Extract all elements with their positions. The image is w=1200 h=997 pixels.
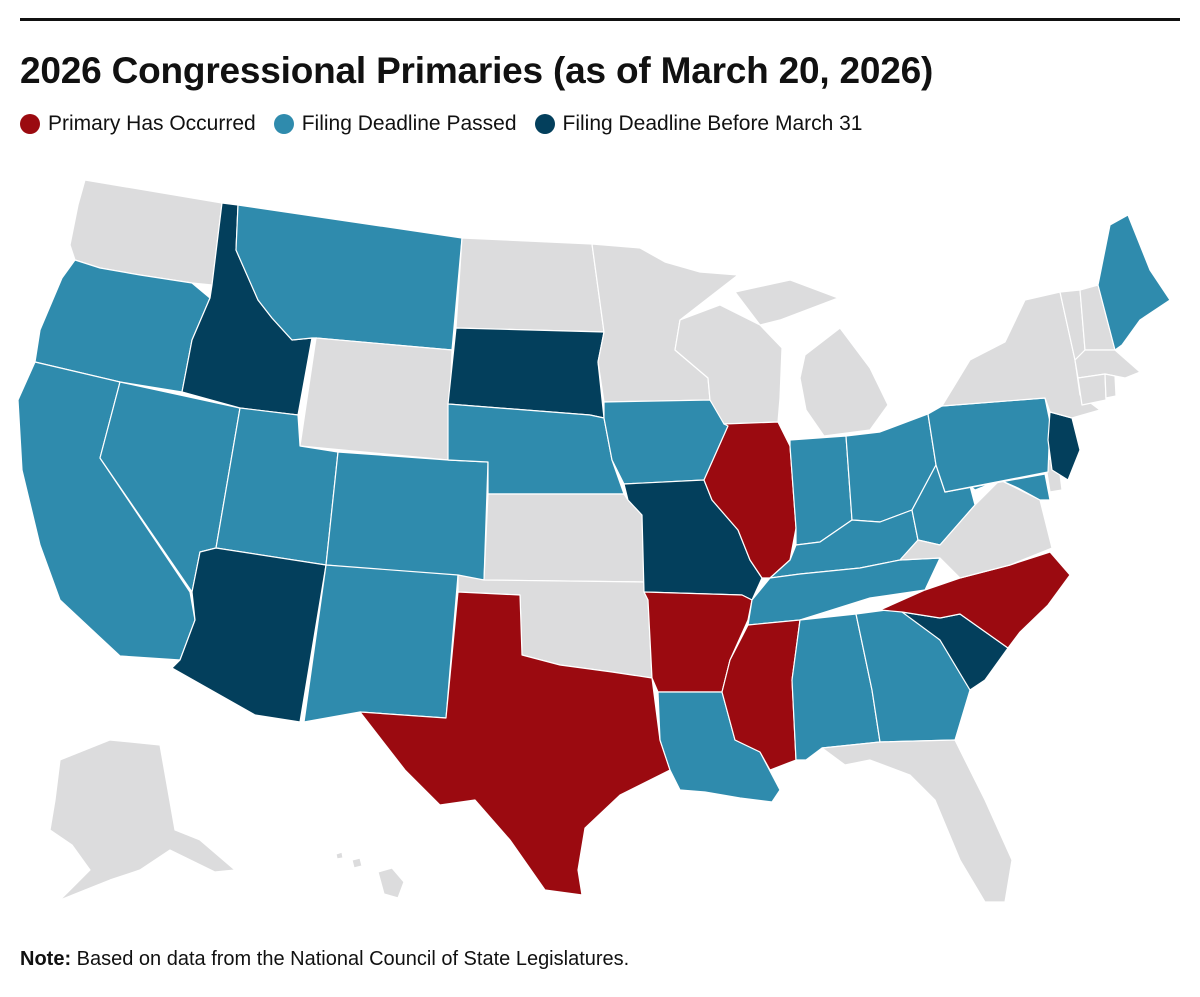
legend-item-deadline-before-march-31: Filing Deadline Before March 31 xyxy=(534,112,863,136)
us-map xyxy=(0,160,1200,930)
state-MA[interactable] xyxy=(1074,349,1141,379)
legend-swatch-light-blue xyxy=(273,114,294,134)
state-ME[interactable] xyxy=(1097,214,1171,351)
legend: Primary Has Occurred Filing Deadline Pas… xyxy=(20,112,881,136)
state-AZ[interactable] xyxy=(171,547,327,723)
state-HI[interactable] xyxy=(335,851,405,899)
top-rule xyxy=(20,18,1180,21)
state-MI[interactable] xyxy=(734,279,889,437)
footnote: Note: Based on data from the National Co… xyxy=(20,948,629,971)
note-label: Note: xyxy=(20,948,72,970)
legend-label: Filing Deadline Passed xyxy=(301,112,517,135)
legend-swatch-red xyxy=(20,114,40,134)
state-ND[interactable] xyxy=(455,237,605,333)
state-MT[interactable] xyxy=(235,204,463,351)
state-TX[interactable] xyxy=(359,591,671,896)
state-CT[interactable] xyxy=(1077,373,1107,406)
legend-label: Filing Deadline Before March 31 xyxy=(562,112,863,135)
state-AK[interactable] xyxy=(49,739,236,901)
state-NJ[interactable] xyxy=(1047,411,1081,481)
legend-swatch-dark-blue xyxy=(534,114,555,134)
chart-title: 2026 Congressional Primaries (as of Marc… xyxy=(20,50,934,91)
us-map-svg xyxy=(17,179,1171,903)
state-VA[interactable] xyxy=(899,479,1053,579)
state-RI[interactable] xyxy=(1104,373,1117,399)
legend-item-primary-occurred: Primary Has Occurred xyxy=(20,112,256,136)
state-SD[interactable] xyxy=(447,327,605,419)
state-FL[interactable] xyxy=(821,739,1013,903)
state-CO[interactable] xyxy=(325,451,489,581)
note-text: Based on data from the National Council … xyxy=(71,948,630,970)
legend-label: Primary Has Occurred xyxy=(48,112,256,135)
state-NM[interactable] xyxy=(303,564,459,723)
state-KS[interactable] xyxy=(483,493,645,583)
state-WY[interactable] xyxy=(299,337,453,461)
legend-item-deadline-passed: Filing Deadline Passed xyxy=(273,112,517,136)
